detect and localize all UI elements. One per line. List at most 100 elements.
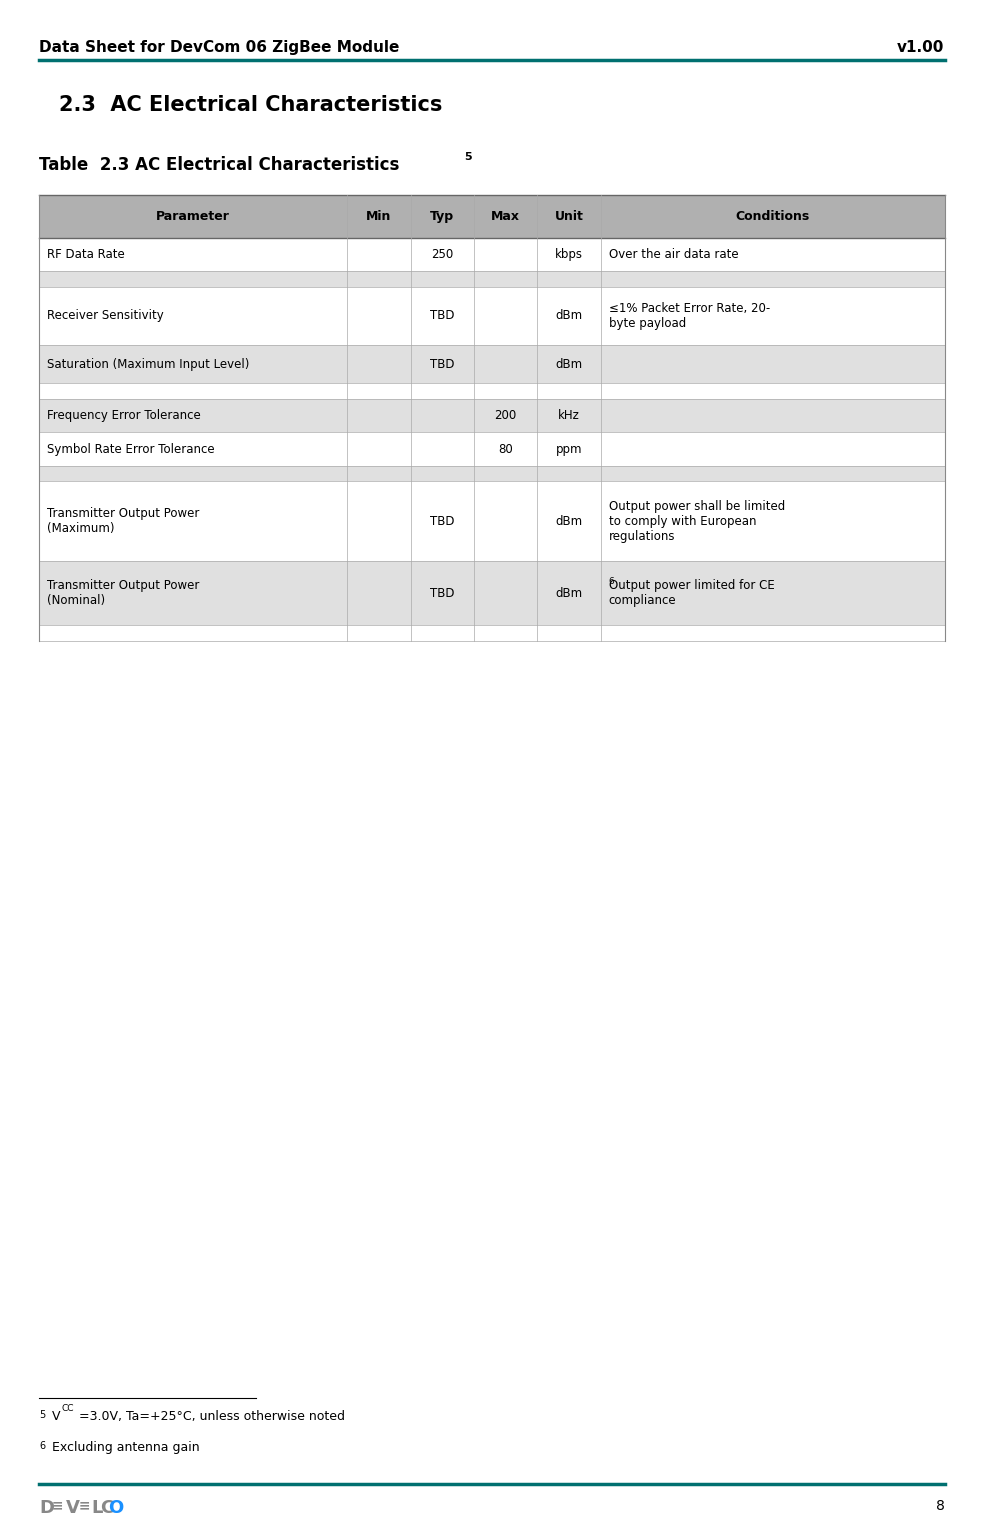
- Bar: [474, 625, 537, 641]
- Bar: [537, 399, 600, 432]
- Text: 200: 200: [494, 409, 517, 422]
- Text: Typ: Typ: [430, 210, 455, 222]
- Text: ≡: ≡: [47, 1499, 69, 1513]
- Text: 5: 5: [464, 152, 472, 162]
- Bar: [347, 466, 410, 481]
- Text: C: C: [99, 1499, 113, 1518]
- Bar: [39, 625, 347, 641]
- Bar: [410, 432, 474, 466]
- Text: L: L: [92, 1499, 103, 1518]
- Bar: [600, 625, 945, 641]
- Bar: [410, 195, 474, 238]
- Text: V: V: [52, 1410, 61, 1423]
- Bar: [474, 271, 537, 287]
- Bar: [537, 287, 600, 345]
- Text: Unit: Unit: [555, 210, 584, 222]
- Bar: [410, 383, 474, 399]
- Text: 6: 6: [39, 1441, 45, 1452]
- Bar: [600, 481, 945, 561]
- Bar: [347, 271, 410, 287]
- Bar: [600, 399, 945, 432]
- Bar: [410, 625, 474, 641]
- Bar: [410, 271, 474, 287]
- Bar: [474, 481, 537, 561]
- Bar: [39, 195, 347, 238]
- Text: kHz: kHz: [558, 409, 580, 422]
- Text: dBm: dBm: [555, 310, 583, 322]
- Text: Output power limited for CE
compliance: Output power limited for CE compliance: [608, 579, 774, 607]
- Bar: [600, 466, 945, 481]
- Text: RF Data Rate: RF Data Rate: [47, 248, 125, 261]
- Text: Conditions: Conditions: [735, 210, 810, 222]
- Bar: [537, 383, 600, 399]
- Bar: [347, 195, 410, 238]
- Bar: [537, 271, 600, 287]
- Bar: [410, 345, 474, 383]
- Bar: [600, 345, 945, 383]
- Text: TBD: TBD: [430, 587, 455, 599]
- Text: 80: 80: [498, 443, 513, 455]
- Text: dBm: dBm: [555, 587, 583, 599]
- Text: dBm: dBm: [555, 357, 583, 371]
- Bar: [39, 466, 347, 481]
- Bar: [39, 561, 347, 625]
- Text: Data Sheet for DevCom 06 ZigBee Module: Data Sheet for DevCom 06 ZigBee Module: [39, 40, 400, 55]
- Text: =3.0V, Ta=+25°C, unless otherwise noted: =3.0V, Ta=+25°C, unless otherwise noted: [79, 1410, 344, 1423]
- Text: D: D: [39, 1499, 54, 1518]
- Bar: [347, 625, 410, 641]
- Bar: [347, 238, 410, 271]
- Bar: [39, 481, 347, 561]
- Bar: [474, 238, 537, 271]
- Text: Receiver Sensitivity: Receiver Sensitivity: [47, 310, 164, 322]
- Text: Max: Max: [491, 210, 521, 222]
- Bar: [39, 432, 347, 466]
- Text: ≡: ≡: [74, 1499, 94, 1513]
- Text: Symbol Rate Error Tolerance: Symbol Rate Error Tolerance: [47, 443, 215, 455]
- Text: 250: 250: [431, 248, 454, 261]
- Bar: [347, 561, 410, 625]
- Bar: [347, 345, 410, 383]
- Text: TBD: TBD: [430, 357, 455, 371]
- Bar: [474, 432, 537, 466]
- Bar: [474, 287, 537, 345]
- Text: dBm: dBm: [555, 515, 583, 527]
- Bar: [600, 195, 945, 238]
- Text: ≤1% Packet Error Rate, 20-
byte payload: ≤1% Packet Error Rate, 20- byte payload: [608, 302, 769, 330]
- Bar: [347, 383, 410, 399]
- Bar: [474, 195, 537, 238]
- Text: Transmitter Output Power
(Nominal): Transmitter Output Power (Nominal): [47, 579, 200, 607]
- Bar: [537, 195, 600, 238]
- Bar: [474, 399, 537, 432]
- Bar: [474, 345, 537, 383]
- Bar: [410, 561, 474, 625]
- Bar: [410, 238, 474, 271]
- Text: O: O: [107, 1499, 123, 1518]
- Bar: [537, 625, 600, 641]
- Text: Frequency Error Tolerance: Frequency Error Tolerance: [47, 409, 201, 422]
- Text: 6: 6: [608, 578, 614, 586]
- Bar: [347, 399, 410, 432]
- Text: Transmitter Output Power
(Maximum): Transmitter Output Power (Maximum): [47, 507, 200, 535]
- Bar: [537, 238, 600, 271]
- Bar: [600, 432, 945, 466]
- Bar: [537, 481, 600, 561]
- Bar: [600, 238, 945, 271]
- Bar: [474, 466, 537, 481]
- Bar: [347, 432, 410, 466]
- Bar: [39, 238, 347, 271]
- Text: Over the air data rate: Over the air data rate: [608, 248, 738, 261]
- Bar: [600, 561, 945, 625]
- Bar: [410, 481, 474, 561]
- Text: Parameter: Parameter: [156, 210, 230, 222]
- Bar: [39, 345, 347, 383]
- Text: TBD: TBD: [430, 310, 455, 322]
- Text: Min: Min: [366, 210, 392, 222]
- Bar: [537, 466, 600, 481]
- Text: v1.00: v1.00: [897, 40, 945, 55]
- Bar: [347, 287, 410, 345]
- Bar: [410, 399, 474, 432]
- Text: Saturation (Maximum Input Level): Saturation (Maximum Input Level): [47, 357, 250, 371]
- Text: Table  2.3 AC Electrical Characteristics: Table 2.3 AC Electrical Characteristics: [39, 156, 400, 175]
- Bar: [39, 271, 347, 287]
- Text: Excluding antenna gain: Excluding antenna gain: [52, 1441, 200, 1453]
